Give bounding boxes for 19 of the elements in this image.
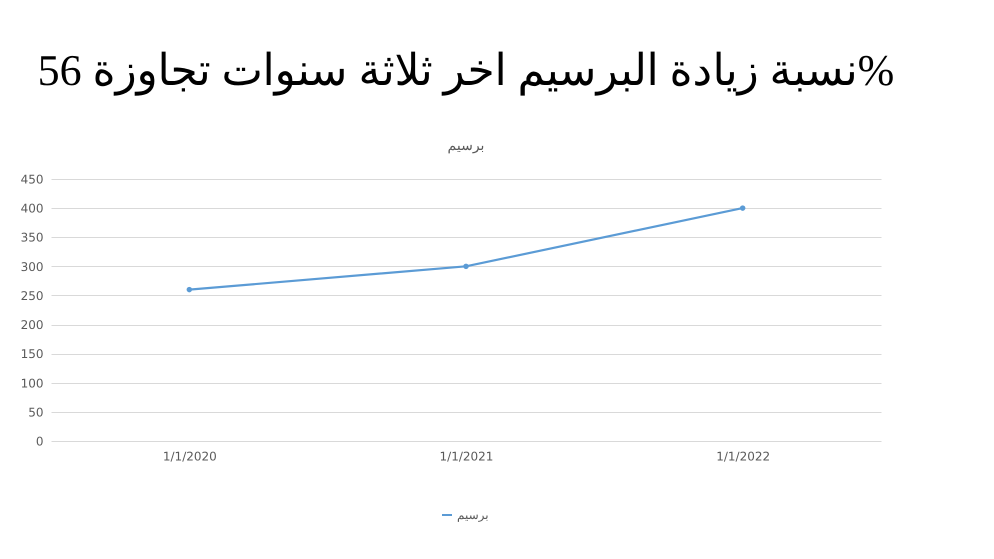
y-tick-label: 350 bbox=[20, 230, 44, 245]
y-tick-label: 150 bbox=[20, 347, 44, 362]
x-tick-label: 1/1/2022 bbox=[716, 450, 770, 464]
y-tick-label: 300 bbox=[20, 260, 44, 274]
y-tick-label: 200 bbox=[20, 318, 44, 332]
legend-label: برسيم bbox=[457, 508, 489, 522]
point bbox=[740, 205, 746, 211]
x-tick-label: 1/1/2020 bbox=[162, 450, 217, 464]
y-tick-label: 0 bbox=[36, 434, 44, 448]
y-tick-label: 100 bbox=[20, 376, 44, 390]
point bbox=[186, 286, 192, 292]
chart-subtitle: برسيم bbox=[448, 138, 484, 154]
y-tick-label: 450 bbox=[20, 172, 44, 186]
x-tick-label: 1/1/2021 bbox=[440, 450, 494, 464]
y-tick-label: 400 bbox=[20, 202, 44, 216]
y-tick-label: 250 bbox=[20, 288, 44, 303]
y-tick-label: 50 bbox=[28, 405, 44, 420]
point bbox=[463, 264, 469, 270]
chart-title: نسبة زيادة البرسيم اخر ثلاثة سنوات تجاوزة 56% bbox=[38, 46, 894, 96]
